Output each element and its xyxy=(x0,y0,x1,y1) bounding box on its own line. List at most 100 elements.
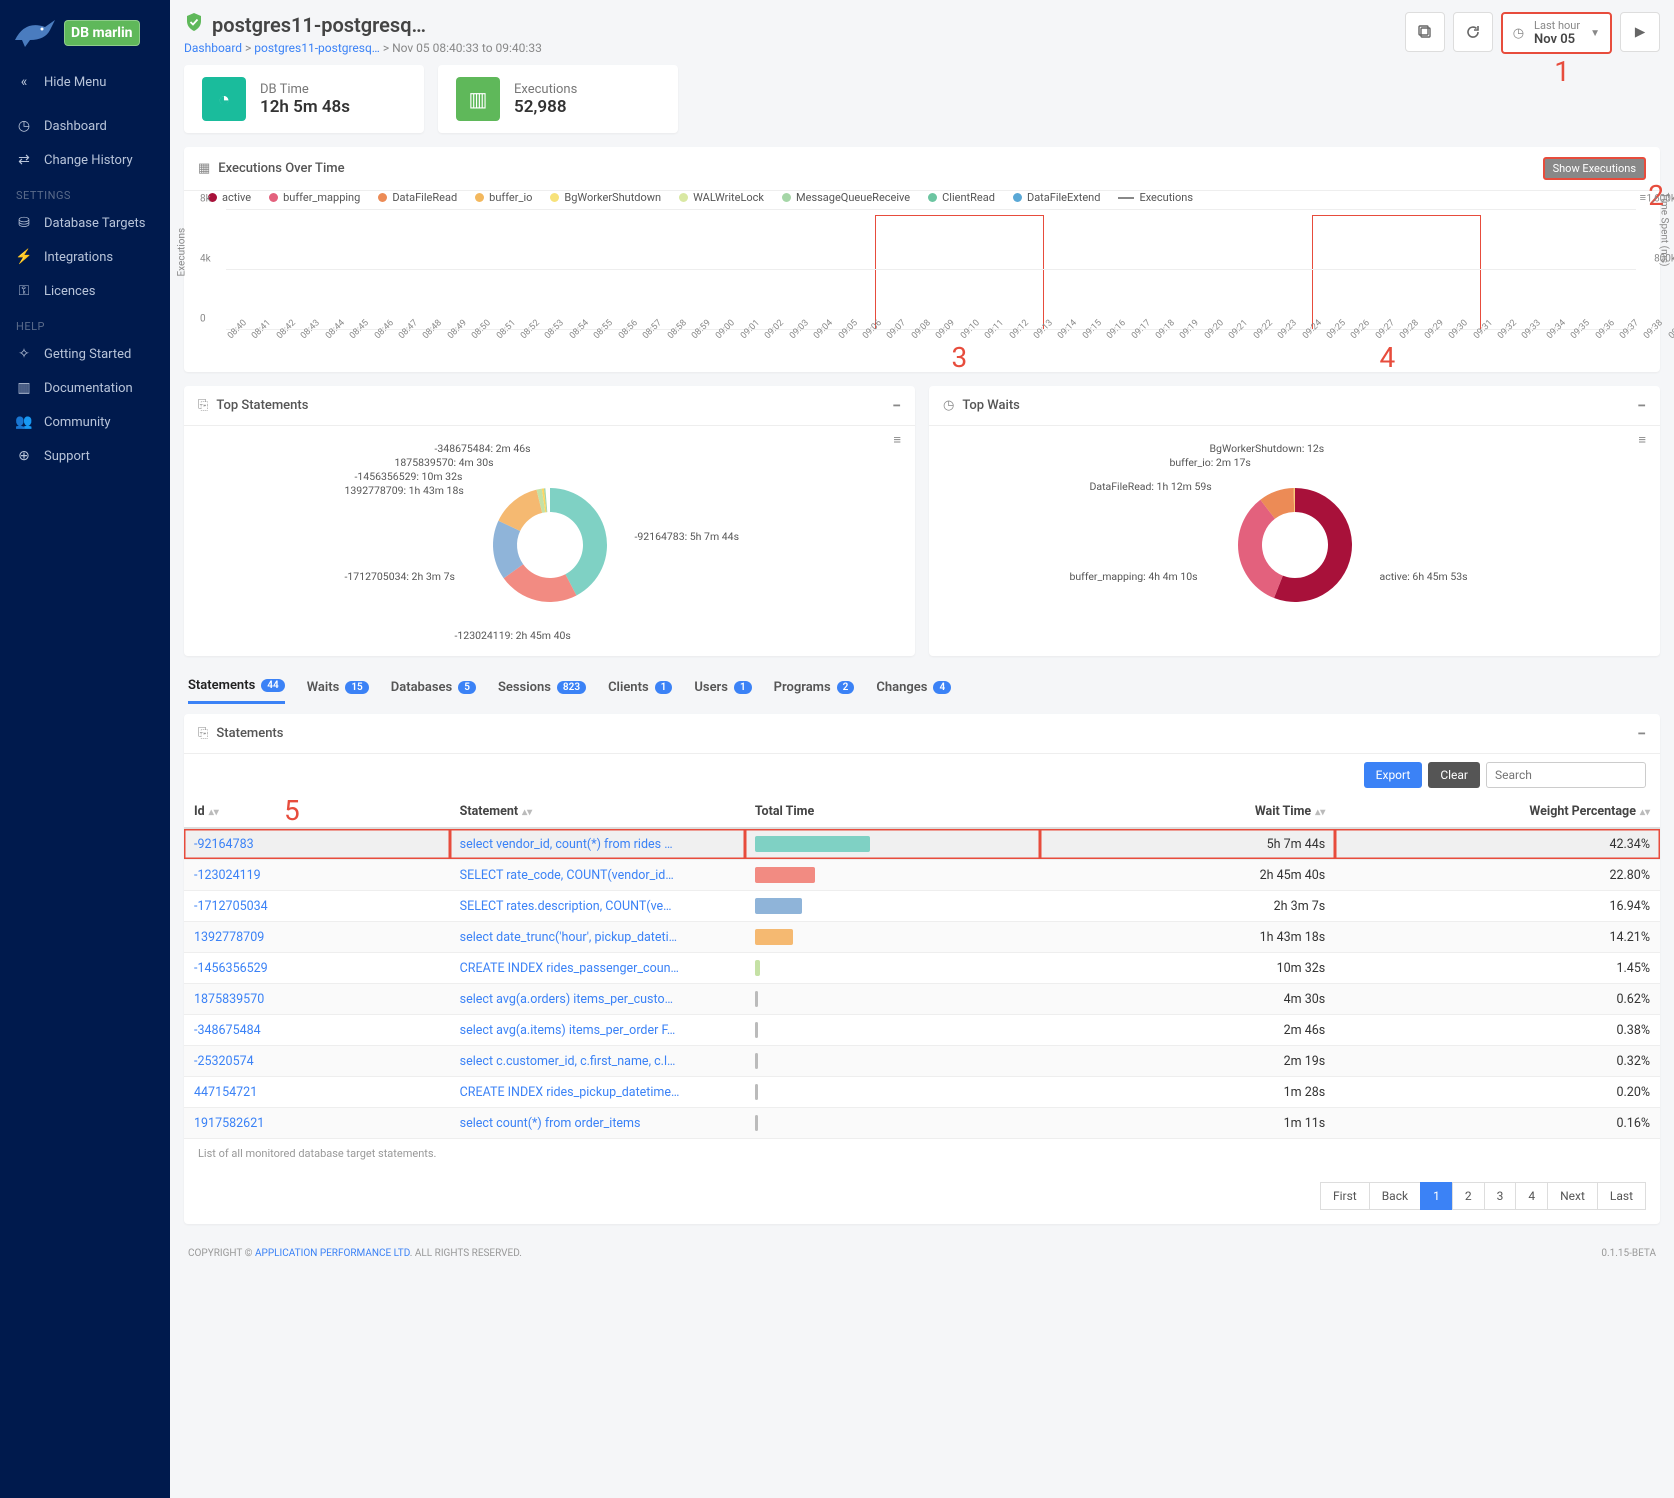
nav-support[interactable]: ⊕Support xyxy=(0,439,170,473)
chevron-left-icon: « xyxy=(16,74,32,90)
table-row[interactable]: -25320574 select c.customer_id, c.first_… xyxy=(184,1046,1660,1077)
row-id-link[interactable]: -123024119 xyxy=(194,868,261,883)
time-range-picker[interactable]: ◷ Last hour Nov 05 ▼ 1 xyxy=(1501,12,1612,54)
breadcrumb-dashboard[interactable]: Dashboard xyxy=(184,41,242,55)
row-stmt-link[interactable]: select avg(a.items) items_per_order F… xyxy=(460,1023,676,1038)
col-statement[interactable]: Statement▴▾ xyxy=(450,796,745,828)
tab-databases[interactable]: Databases5 xyxy=(391,670,476,704)
row-stmt-link[interactable]: SELECT rate_code, COUNT(vendor_id… xyxy=(460,868,674,883)
collapse-button[interactable]: − xyxy=(892,396,901,415)
row-stmt-link[interactable]: CREATE INDEX rides_passenger_coun… xyxy=(460,961,679,976)
row-id-link[interactable]: -1712705034 xyxy=(194,899,268,914)
tab-statements[interactable]: Statements44 xyxy=(188,670,285,704)
row-id-link[interactable]: 447154721 xyxy=(194,1085,257,1100)
legend-item[interactable]: DataFileRead xyxy=(378,191,457,204)
breadcrumb: Dashboard > postgres11-postgresq… > Nov … xyxy=(184,41,542,55)
legend-item[interactable]: WALWriteLock xyxy=(679,191,764,204)
row-stmt-link[interactable]: select date_trunc('hour', pickup_dateti… xyxy=(460,930,677,945)
export-button[interactable]: Export xyxy=(1364,762,1423,788)
search-input[interactable] xyxy=(1486,762,1646,788)
table-row[interactable]: -348675484 select avg(a.items) items_per… xyxy=(184,1015,1660,1046)
table-row[interactable]: 447154721 CREATE INDEX rides_pickup_date… xyxy=(184,1077,1660,1108)
table-row[interactable]: -92164783 select vendor_id, count(*) fro… xyxy=(184,828,1660,860)
nav-community[interactable]: 👥Community xyxy=(0,405,170,439)
page-last[interactable]: Last xyxy=(1597,1182,1646,1210)
row-id-link[interactable]: -1456356529 xyxy=(194,961,268,976)
table-row[interactable]: -1456356529 CREATE INDEX rides_passenger… xyxy=(184,953,1660,984)
row-stmt-link[interactable]: select c.customer_id, c.first_name, c.l… xyxy=(460,1054,676,1069)
row-id-link[interactable]: -25320574 xyxy=(194,1054,254,1069)
legend-item[interactable]: BgWorkerShutdown xyxy=(550,191,661,204)
nav-dashboard[interactable]: ◷Dashboard xyxy=(0,109,170,143)
top-waits-donut[interactable]: active: 6h 45m 53sbuffer_mapping: 4h 4m … xyxy=(1220,470,1370,620)
legend-item[interactable]: MessageQueueReceive xyxy=(782,191,910,204)
page-footer: COPYRIGHT © APPLICATION PERFORMANCE LTD.… xyxy=(184,1238,1660,1263)
nav-documentation[interactable]: ▥Documentation xyxy=(0,371,170,405)
chart-menu-icon[interactable]: ≡ xyxy=(1640,191,1646,204)
copy-button[interactable] xyxy=(1405,12,1445,52)
executions-barchart[interactable]: 04k8k800k1,600k xyxy=(226,210,1636,330)
col-total-time[interactable]: Total Time xyxy=(745,796,1040,828)
tab-changes[interactable]: Changes4 xyxy=(876,670,951,704)
chart-menu-icon[interactable]: ≡ xyxy=(1638,432,1646,448)
show-executions-button[interactable]: Show Executions 2 xyxy=(1543,157,1646,180)
page-next[interactable]: Next xyxy=(1547,1182,1598,1210)
row-id-link[interactable]: 1875839570 xyxy=(194,992,264,1007)
legend-item[interactable]: Executions xyxy=(1118,191,1193,204)
company-link[interactable]: APPLICATION PERFORMANCE LTD xyxy=(255,1248,410,1259)
page-back[interactable]: Back xyxy=(1369,1182,1421,1210)
page-4[interactable]: 4 xyxy=(1515,1182,1548,1210)
table-row[interactable]: -123024119 SELECT rate_code, COUNT(vendo… xyxy=(184,860,1660,891)
collapse-button[interactable]: − xyxy=(1637,724,1646,743)
legend-item[interactable]: ClientRead xyxy=(928,191,995,204)
legend-item[interactable]: active xyxy=(208,191,251,204)
collapse-button[interactable]: − xyxy=(1637,396,1646,415)
col-wait-time[interactable]: Wait Time▴▾ xyxy=(1040,796,1335,828)
tab-waits[interactable]: Waits15 xyxy=(307,670,369,704)
shield-check-icon xyxy=(184,12,204,37)
row-stmt-link[interactable]: select count(*) from order_items xyxy=(460,1116,641,1131)
row-stmt-link[interactable]: select vendor_id, count(*) from rides … xyxy=(460,837,673,852)
play-button[interactable]: ▶ xyxy=(1620,12,1660,52)
page-3[interactable]: 3 xyxy=(1484,1182,1517,1210)
tab-clients[interactable]: Clients1 xyxy=(608,670,672,704)
chart-menu-icon[interactable]: ≡ xyxy=(893,432,901,448)
page-1[interactable]: 1 xyxy=(1420,1182,1453,1210)
legend-item[interactable]: buffer_io xyxy=(475,191,532,204)
tab-users[interactable]: Users1 xyxy=(694,670,751,704)
col-id[interactable]: Id▴▾ xyxy=(184,796,450,828)
page-first[interactable]: First xyxy=(1320,1182,1370,1210)
topbar: postgres11-postgresq… Dashboard > postgr… xyxy=(184,12,1660,55)
hide-menu-button[interactable]: «Hide Menu xyxy=(0,65,170,99)
row-id-link[interactable]: 1392778709 xyxy=(194,930,264,945)
row-id-link[interactable]: 1917582621 xyxy=(194,1116,264,1131)
nav-integrations[interactable]: ⚡Integrations xyxy=(0,240,170,274)
table-row[interactable]: 1875839570 select avg(a.orders) items_pe… xyxy=(184,984,1660,1015)
clear-button[interactable]: Clear xyxy=(1428,762,1480,788)
top-statements-donut[interactable]: -92164783: 5h 7m 44s-123024119: 2h 45m 4… xyxy=(475,470,625,620)
breadcrumb-target[interactable]: postgres11-postgresq… xyxy=(254,41,380,55)
legend-item[interactable]: DataFileExtend xyxy=(1013,191,1100,204)
nav-getting-started[interactable]: ✧Getting Started xyxy=(0,337,170,371)
row-id-link[interactable]: -348675484 xyxy=(194,1023,261,1038)
page-2[interactable]: 2 xyxy=(1452,1182,1485,1210)
nav-licences[interactable]: ⚿Licences xyxy=(0,274,170,308)
page-title: postgres11-postgresq… xyxy=(212,13,426,37)
table-row[interactable]: 1917582621 select count(*) from order_it… xyxy=(184,1108,1660,1139)
tab-programs[interactable]: Programs2 xyxy=(774,670,855,704)
table-row[interactable]: 1392778709 select date_trunc('hour', pic… xyxy=(184,922,1660,953)
book-icon: ▥ xyxy=(16,380,32,396)
nav-change-history[interactable]: ⇄Change History xyxy=(0,143,170,177)
tab-sessions[interactable]: Sessions823 xyxy=(498,670,586,704)
row-stmt-link[interactable]: select avg(a.orders) items_per_custo… xyxy=(460,992,673,1007)
row-stmt-link[interactable]: SELECT rates.description, COUNT(ve… xyxy=(460,899,672,914)
row-id-link[interactable]: -92164783 xyxy=(194,837,254,852)
legend-item[interactable]: buffer_mapping xyxy=(269,191,360,204)
nav-db-targets[interactable]: ⛁Database Targets xyxy=(0,206,170,240)
refresh-button[interactable] xyxy=(1453,12,1493,52)
nav-label: Support xyxy=(44,449,90,464)
col-weight-pct[interactable]: Weight Percentage▴▾ xyxy=(1335,796,1660,828)
row-stmt-link[interactable]: CREATE INDEX rides_pickup_datetime… xyxy=(460,1085,680,1100)
key-icon: ⚿ xyxy=(16,283,32,299)
table-row[interactable]: -1712705034 SELECT rates.description, CO… xyxy=(184,891,1660,922)
